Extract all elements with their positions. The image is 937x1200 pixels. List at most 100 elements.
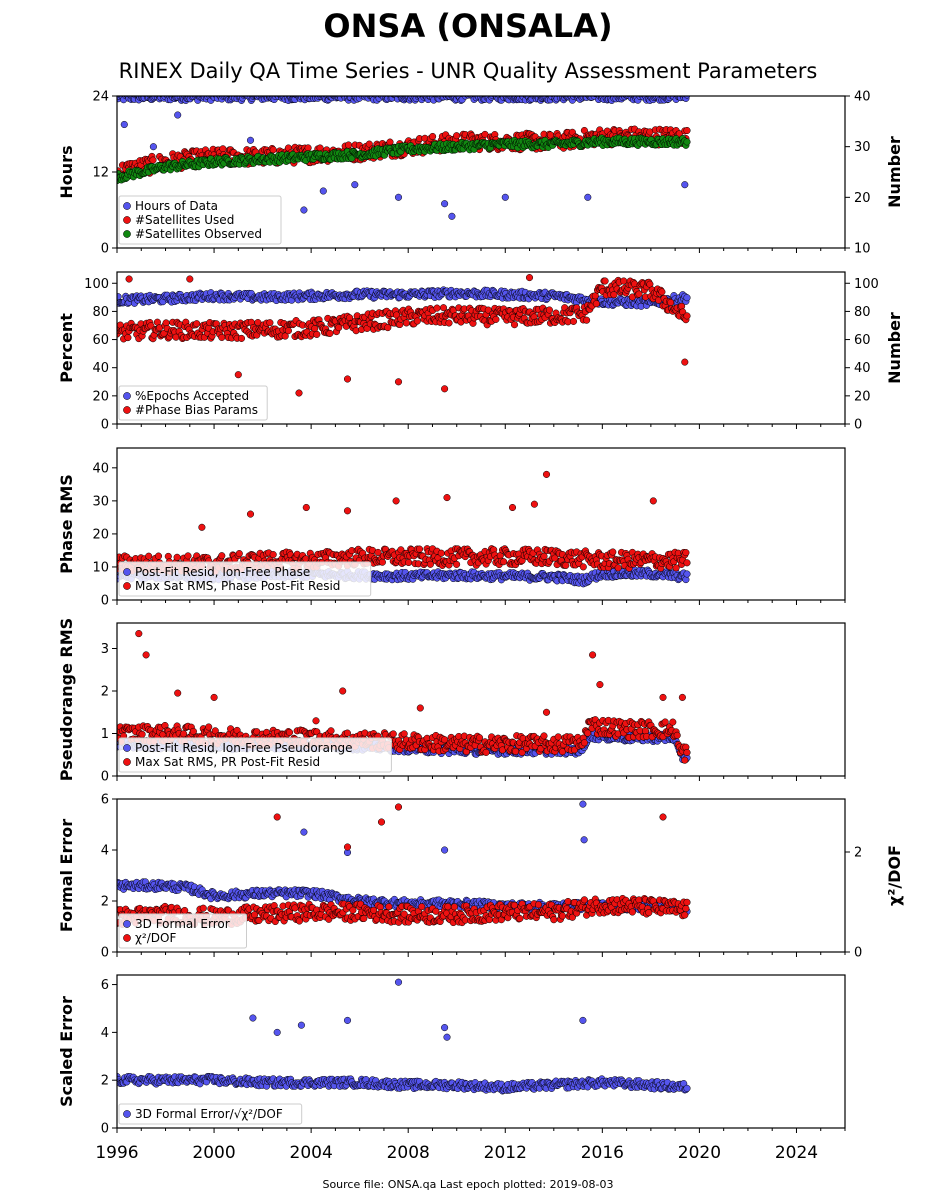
point [492, 315, 500, 323]
series-1-0 [117, 286, 691, 310]
point [306, 96, 310, 97]
legend-marker [123, 392, 131, 400]
outlier-point [302, 503, 310, 512]
ytick-label: 0 [101, 594, 109, 609]
point [374, 548, 382, 556]
point [217, 96, 222, 97]
point [453, 132, 461, 140]
point [235, 550, 243, 558]
outlier-point [584, 193, 592, 201]
outlier-point [351, 181, 359, 189]
ytick-label: 0 [101, 418, 109, 433]
point [680, 96, 685, 97]
ytick-label: 100 [84, 277, 109, 292]
point [154, 552, 163, 560]
legend-marker [123, 230, 131, 238]
point [609, 548, 617, 556]
point [400, 730, 408, 738]
figure-title: ONSA (ONSALA) [323, 7, 612, 45]
y-axis-label: Phase RMS [57, 474, 76, 574]
ytick-label: 2 [101, 685, 109, 700]
y-axis-label: Pseudorange RMS [57, 618, 76, 781]
outlier-point [394, 193, 403, 201]
ytick-label: 0 [101, 770, 109, 785]
legend-marker [123, 406, 131, 414]
point [304, 144, 312, 152]
outlier-point [343, 507, 352, 515]
outlier-point [120, 120, 128, 129]
point [540, 552, 548, 560]
outlier-point [542, 470, 551, 478]
outlier-point [589, 651, 597, 659]
series-2-1 [117, 470, 691, 576]
point [683, 126, 691, 135]
point [667, 298, 675, 307]
point [546, 131, 555, 139]
outlier-point [300, 206, 308, 214]
point [351, 96, 355, 97]
legend-box [118, 385, 268, 421]
point [592, 300, 600, 308]
point [389, 730, 397, 738]
point [162, 319, 170, 327]
ytick-label: 60 [92, 333, 109, 348]
point [601, 277, 609, 285]
outlier-point [681, 358, 689, 366]
legend-entry: #Satellites Used [135, 213, 234, 227]
point [343, 729, 351, 737]
point [184, 552, 192, 560]
ytick-right-label: 40 [854, 361, 871, 376]
ytick-right-label: 60 [854, 333, 871, 348]
outlier-point [186, 275, 194, 283]
legend-marker [123, 758, 131, 766]
outlier-point [210, 693, 218, 701]
legend-marker [123, 582, 131, 590]
legend-marker [123, 744, 131, 752]
point [583, 316, 591, 324]
ytick-right-label: 100 [854, 277, 879, 292]
legend-entry: Hours of Data [135, 199, 218, 213]
point [413, 317, 421, 325]
point [482, 748, 490, 756]
legend-entry: #Phase Bias Params [135, 403, 258, 417]
outlier-point [295, 389, 303, 397]
ytick-label: 40 [92, 461, 109, 476]
point [313, 330, 321, 338]
point [219, 145, 227, 153]
outlier-point [649, 497, 657, 505]
outlier-point [525, 274, 534, 282]
legend-marker [123, 568, 131, 576]
point [683, 559, 691, 567]
point [205, 723, 213, 731]
point [433, 96, 437, 97]
legend-entry: Post-Fit Resid, Ion-Free Pseudorange [135, 741, 353, 755]
ytick-right-label: 40 [854, 90, 871, 105]
point [173, 553, 181, 561]
point [326, 329, 334, 337]
ytick-right-label: 30 [854, 140, 871, 155]
series-0-2 [117, 134, 691, 185]
outlier-point [441, 200, 449, 208]
point [269, 551, 277, 559]
legend-marker [123, 202, 131, 210]
outlier-point [174, 689, 182, 697]
point [464, 96, 469, 97]
legend-entry: Max Sat RMS, Phase Post-Fit Resid [135, 579, 340, 593]
outlier-point [501, 193, 509, 201]
outlier-point [174, 111, 182, 119]
outlier-point [678, 693, 686, 701]
legend-entry: Max Sat RMS, PR Post-Fit Resid [135, 755, 320, 769]
point [402, 319, 410, 327]
point [360, 96, 365, 97]
outlier-point [234, 371, 242, 379]
ytick-label: 30 [92, 494, 109, 509]
point [211, 727, 219, 735]
point [673, 731, 681, 739]
point [683, 138, 691, 146]
y-axis-label-right: Number [885, 312, 904, 384]
point [237, 334, 246, 342]
